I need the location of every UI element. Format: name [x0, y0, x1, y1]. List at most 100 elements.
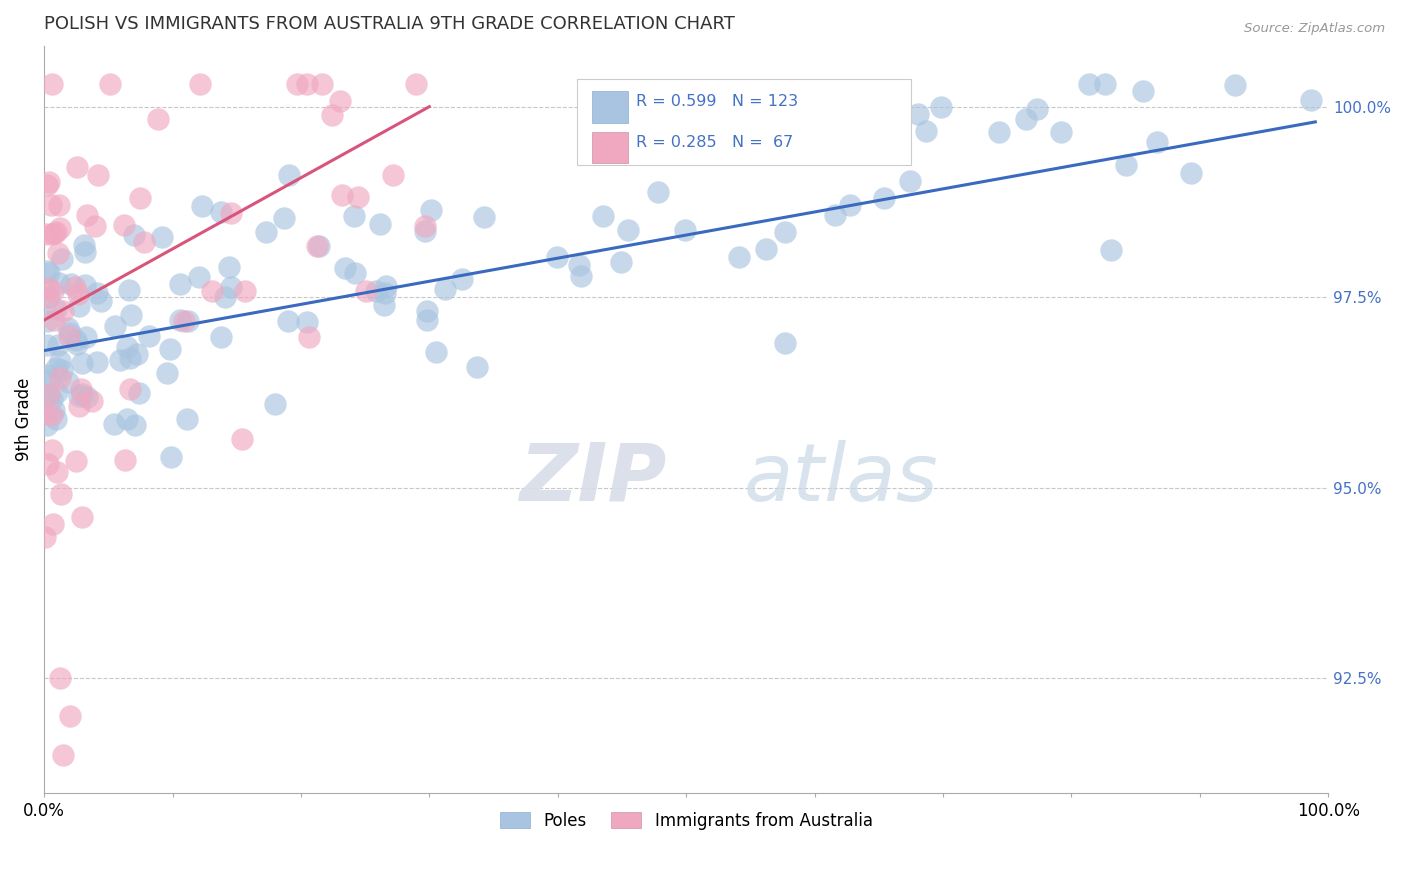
Point: [70, 382, 93, 396]
Point: [38, 290, 60, 304]
Point: [65, 333, 87, 347]
Point: [37, 388, 59, 402]
Point: [86, 285, 108, 300]
Point: [58, 321, 80, 335]
Point: [125, 347, 148, 361]
Point: [115, 340, 138, 354]
Point: [76, 390, 98, 404]
Point: [42, 517, 65, 532]
Point: [773, 336, 796, 351]
Bar: [592, 91, 628, 122]
Point: [169, 313, 191, 327]
Point: [1301, 93, 1323, 107]
Point: [308, 239, 330, 253]
Point: [70, 510, 93, 524]
Point: [374, 285, 396, 300]
Point: [146, 112, 169, 127]
Point: [451, 272, 474, 286]
Point: [86, 355, 108, 369]
Point: [103, 417, 125, 431]
Point: [115, 412, 138, 426]
Point: [48, 671, 70, 685]
Point: [285, 77, 308, 91]
Point: [273, 211, 295, 226]
Point: [277, 313, 299, 327]
Point: [45, 361, 67, 376]
Point: [177, 314, 200, 328]
Point: [35, 291, 58, 305]
Point: [1115, 158, 1137, 172]
Point: [67, 399, 90, 413]
Point: [609, 254, 631, 268]
Point: [546, 250, 568, 264]
Point: [159, 342, 181, 356]
Point: [419, 202, 441, 217]
Point: [987, 124, 1010, 138]
Point: [374, 279, 396, 293]
Point: [73, 278, 96, 293]
Text: atlas: atlas: [744, 440, 939, 518]
Point: [898, 174, 921, 188]
Text: ZIP: ZIP: [519, 440, 666, 518]
Point: [48, 198, 70, 212]
Point: [214, 290, 236, 304]
Text: Source: ZipAtlas.com: Source: ZipAtlas.com: [1244, 22, 1385, 36]
Point: [929, 100, 952, 114]
Point: [1025, 102, 1047, 116]
Point: [569, 268, 592, 283]
Point: [295, 315, 318, 329]
Point: [124, 418, 146, 433]
Point: [354, 284, 377, 298]
Point: [176, 412, 198, 426]
Point: [333, 261, 356, 276]
Point: [839, 198, 862, 212]
Point: [42, 313, 65, 327]
Point: [221, 280, 243, 294]
Point: [41, 227, 63, 242]
Point: [233, 284, 256, 298]
Point: [45, 302, 67, 317]
Point: [122, 227, 145, 242]
Point: [416, 304, 439, 318]
Point: [46, 338, 69, 352]
Point: [150, 230, 173, 244]
Point: [49, 486, 72, 500]
Point: [112, 218, 135, 232]
Point: [278, 168, 301, 182]
Point: [187, 270, 209, 285]
Point: [297, 77, 319, 91]
Legend: Poles, Immigrants from Australia: Poles, Immigrants from Australia: [494, 805, 879, 837]
Point: [65, 454, 87, 468]
Point: [188, 77, 211, 91]
Point: [42, 402, 65, 417]
Point: [218, 260, 240, 275]
Point: [45, 412, 67, 426]
Point: [45, 225, 67, 239]
Point: [907, 107, 929, 121]
Point: [67, 287, 90, 301]
Point: [118, 383, 141, 397]
Point: [693, 144, 716, 158]
Point: [35, 227, 58, 242]
Point: [84, 219, 107, 234]
Point: [773, 226, 796, 240]
FancyBboxPatch shape: [576, 79, 911, 165]
Point: [373, 297, 395, 311]
Point: [37, 280, 59, 294]
Point: [824, 208, 846, 222]
Text: POLISH VS IMMIGRANTS FROM AUSTRALIA 9TH GRADE CORRELATION CHART: POLISH VS IMMIGRANTS FROM AUSTRALIA 9TH …: [44, 15, 735, 33]
Point: [368, 218, 391, 232]
Point: [647, 185, 669, 199]
Point: [413, 219, 436, 233]
Point: [63, 280, 86, 294]
Point: [128, 385, 150, 400]
Point: [46, 384, 69, 399]
Point: [616, 222, 638, 236]
Point: [104, 318, 127, 333]
Point: [329, 95, 352, 109]
Point: [405, 77, 427, 91]
Point: [42, 284, 65, 298]
Point: [231, 433, 253, 447]
Point: [1180, 166, 1202, 180]
Point: [38, 387, 60, 401]
